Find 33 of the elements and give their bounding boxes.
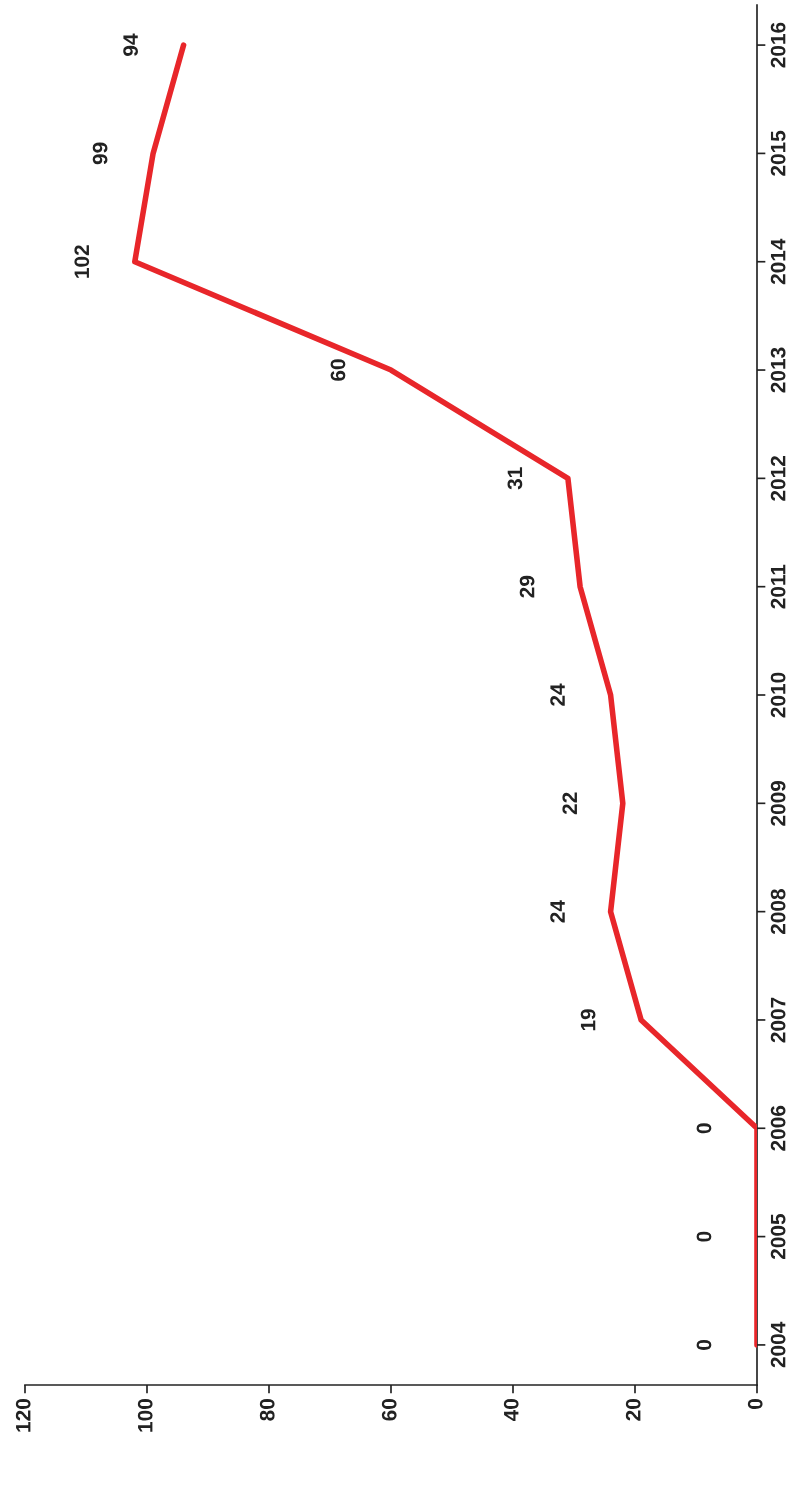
y-tick-label: 2015 xyxy=(770,130,786,176)
data-label: 0 xyxy=(696,1339,712,1350)
x-tick-label: 60 xyxy=(381,1399,397,1421)
y-tick-label: 2013 xyxy=(770,347,786,393)
y-tick-label: 2008 xyxy=(770,889,786,935)
x-tick-label: 40 xyxy=(503,1399,519,1422)
data-label: 60 xyxy=(330,359,346,381)
data-label: 24 xyxy=(550,900,565,923)
y-tick-label: 2004 xyxy=(770,1321,786,1368)
data-label: 22 xyxy=(562,792,577,815)
data-label: 31 xyxy=(507,467,523,490)
data-label: 0 xyxy=(696,1123,712,1134)
x-tick-label: 0 xyxy=(747,1399,763,1409)
data-label: 29 xyxy=(519,575,535,598)
y-tick-label: 2005 xyxy=(770,1214,786,1260)
data-label: 19 xyxy=(580,1009,596,1031)
y-tick-label: 2011 xyxy=(770,564,786,609)
data-label: 94 xyxy=(123,33,138,56)
data-label: 24 xyxy=(550,683,565,706)
y-tick-label: 2006 xyxy=(770,1105,786,1151)
x-tick-label: 120 xyxy=(15,1399,31,1432)
y-tick-label: 2014 xyxy=(770,238,786,285)
data-label: 102 xyxy=(74,245,90,278)
y-tick-label: 2009 xyxy=(770,780,786,826)
data-label: 99 xyxy=(92,142,108,165)
y-tick-label: 2016 xyxy=(770,22,786,68)
data-label: 0 xyxy=(696,1231,712,1242)
x-tick-label: 100 xyxy=(137,1399,153,1432)
y-tick-label: 2010 xyxy=(770,672,786,718)
x-tick-label: 20 xyxy=(625,1399,641,1421)
x-tick-label: 80 xyxy=(259,1399,275,1421)
y-tick-label: 2007 xyxy=(770,997,786,1043)
y-tick-label: 2012 xyxy=(770,456,786,501)
